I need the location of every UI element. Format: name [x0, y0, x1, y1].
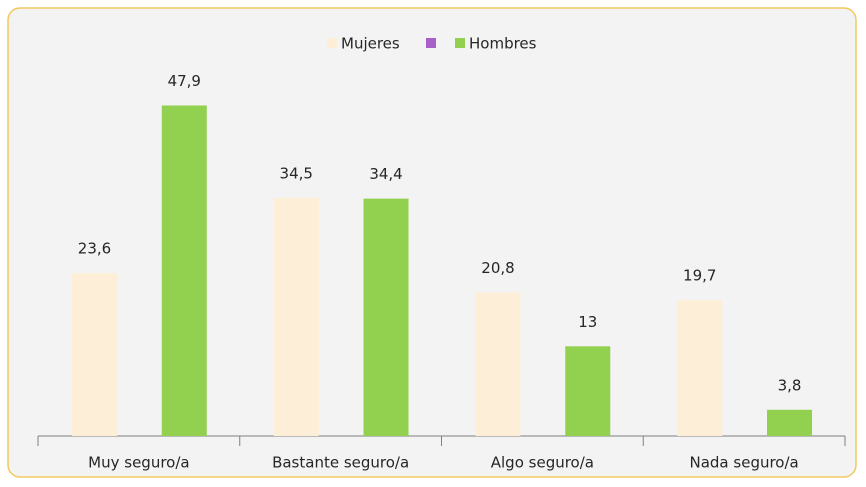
value-label: 3,8: [778, 376, 802, 394]
bar: [677, 300, 723, 436]
value-label: 23,6: [78, 240, 111, 258]
legend-swatch: [327, 38, 337, 48]
x-tick-label: Bastante seguro/a: [272, 454, 409, 472]
value-label: 34,4: [369, 165, 402, 183]
value-label: 13: [578, 313, 597, 331]
bar: [273, 197, 319, 436]
legend-swatch-extra: [426, 38, 436, 48]
x-tick-label: Muy seguro/a: [88, 454, 189, 472]
legend-label: Hombres: [469, 35, 537, 53]
chart-frame: [7, 7, 857, 478]
legend-swatch: [455, 38, 465, 48]
legend-label: Mujeres: [341, 35, 400, 53]
x-tick-label: Nada seguro/a: [690, 454, 799, 472]
bar: [71, 273, 117, 436]
value-label: 34,5: [280, 164, 313, 182]
value-label: 20,8: [481, 259, 514, 277]
value-label: 19,7: [683, 267, 716, 285]
bar: [161, 105, 207, 437]
value-label: 47,9: [168, 72, 201, 90]
x-tick-label: Algo seguro/a: [491, 454, 594, 472]
bar: [363, 198, 409, 436]
bar: [767, 409, 813, 436]
bar: [565, 346, 611, 436]
bar: [475, 292, 521, 436]
